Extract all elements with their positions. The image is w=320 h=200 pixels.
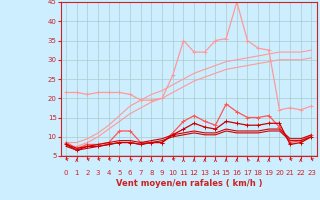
X-axis label: Vent moyen/en rafales ( km/h ): Vent moyen/en rafales ( km/h ) [116, 179, 262, 188]
